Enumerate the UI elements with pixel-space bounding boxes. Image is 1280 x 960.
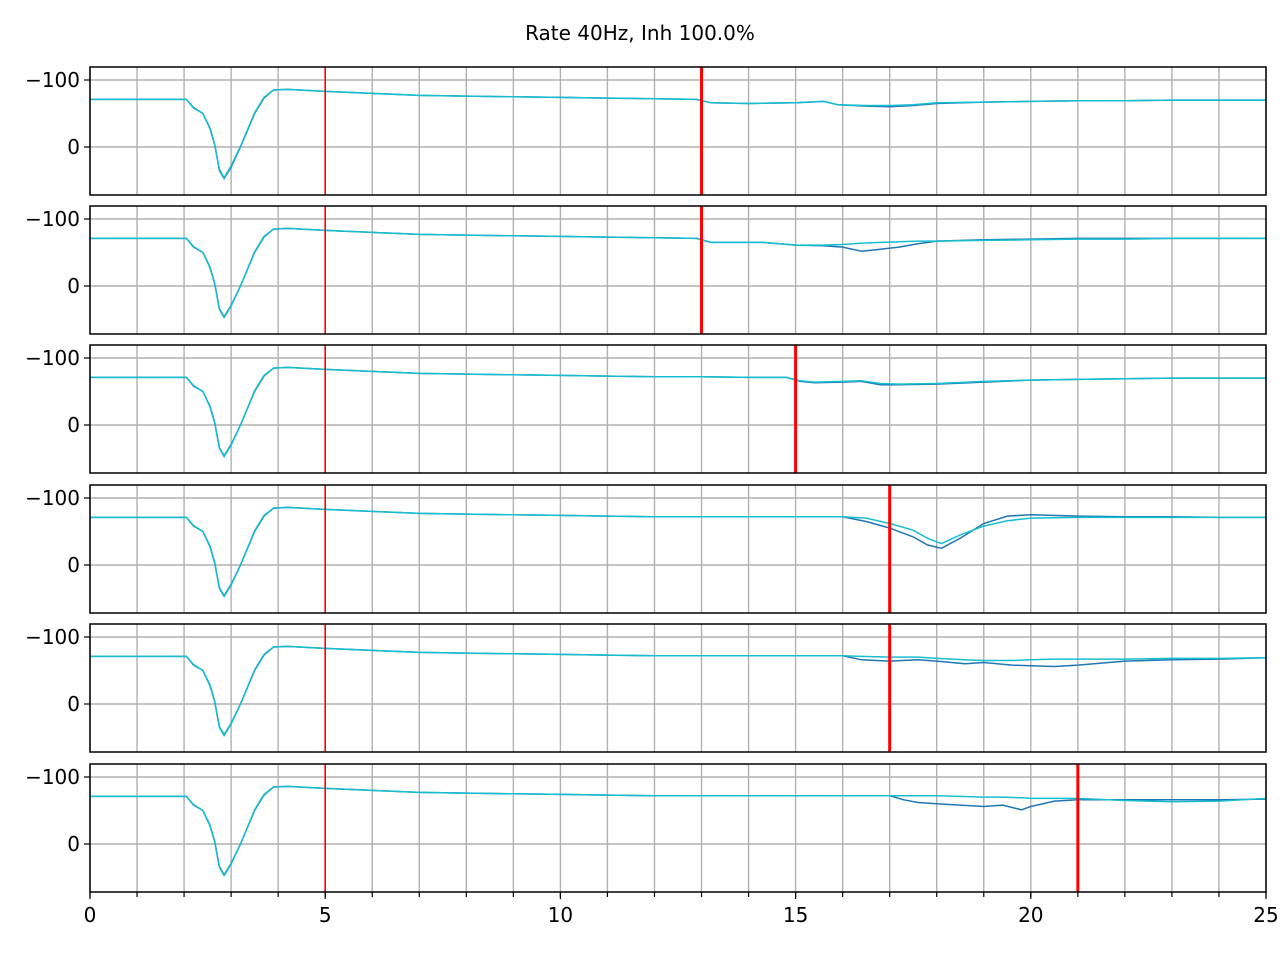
subplot-2: −100 0 xyxy=(25,205,1267,335)
subplot-frame xyxy=(89,763,1267,893)
y-tick-label: 0 xyxy=(67,274,80,298)
subplot-frame xyxy=(89,66,1267,196)
figure-title: Rate 40Hz, Inh 100.0% xyxy=(525,21,755,45)
series-group xyxy=(90,645,1266,737)
subplot-4: −100 0 xyxy=(25,484,1267,614)
series-group xyxy=(90,506,1266,598)
series-line-2 xyxy=(90,88,1266,180)
series-group xyxy=(90,88,1266,180)
series-line-1 xyxy=(90,506,1266,598)
y-tick-label: −100 xyxy=(25,346,80,370)
x-tick-label: 5 xyxy=(319,903,332,927)
y-tick-label: −100 xyxy=(25,68,80,92)
series-line-2 xyxy=(90,645,1266,737)
y-tick-label: 0 xyxy=(67,832,80,856)
y-tick-label: −100 xyxy=(25,625,80,649)
y-tick-label: 0 xyxy=(67,413,80,437)
series-line-1 xyxy=(90,227,1266,319)
series-line-2 xyxy=(90,366,1266,458)
subplot-frame xyxy=(89,344,1267,474)
x-tick-label: 15 xyxy=(783,903,808,927)
x-tick-label: 20 xyxy=(1018,903,1043,927)
subplot-6: −100 0 xyxy=(25,763,1267,893)
subplot-frame xyxy=(89,623,1267,753)
y-tick-label: −100 xyxy=(25,207,80,231)
series-line-1 xyxy=(90,366,1266,458)
subplot-frame xyxy=(89,484,1267,614)
shared-x-axis: 0 5 10 15 20 25 xyxy=(84,892,1279,927)
series-group xyxy=(90,366,1266,458)
series-line-2 xyxy=(90,227,1266,319)
subplot-frame xyxy=(89,205,1267,335)
y-tick-label: −100 xyxy=(25,486,80,510)
series-line-2 xyxy=(90,785,1266,877)
series-group xyxy=(90,785,1266,877)
y-tick-label: 0 xyxy=(67,135,80,159)
y-tick-label: 0 xyxy=(67,692,80,716)
x-tick-label: 10 xyxy=(548,903,573,927)
subplot-1: −100 0 xyxy=(25,66,1267,196)
y-tick-label: 0 xyxy=(67,553,80,577)
series-group xyxy=(90,227,1266,319)
y-tick-label: −100 xyxy=(25,765,80,789)
series-line-2 xyxy=(90,506,1266,598)
x-tick-label: 0 xyxy=(84,903,97,927)
subplot-5: −100 0 xyxy=(25,623,1267,753)
series-line-1 xyxy=(90,88,1266,180)
subplot-3: −100 0 xyxy=(25,344,1267,474)
x-tick-label: 25 xyxy=(1253,903,1278,927)
subplots-group: −100 0 −100 0 −100 0 −100 0 −100 0 −100 0 xyxy=(25,66,1267,893)
